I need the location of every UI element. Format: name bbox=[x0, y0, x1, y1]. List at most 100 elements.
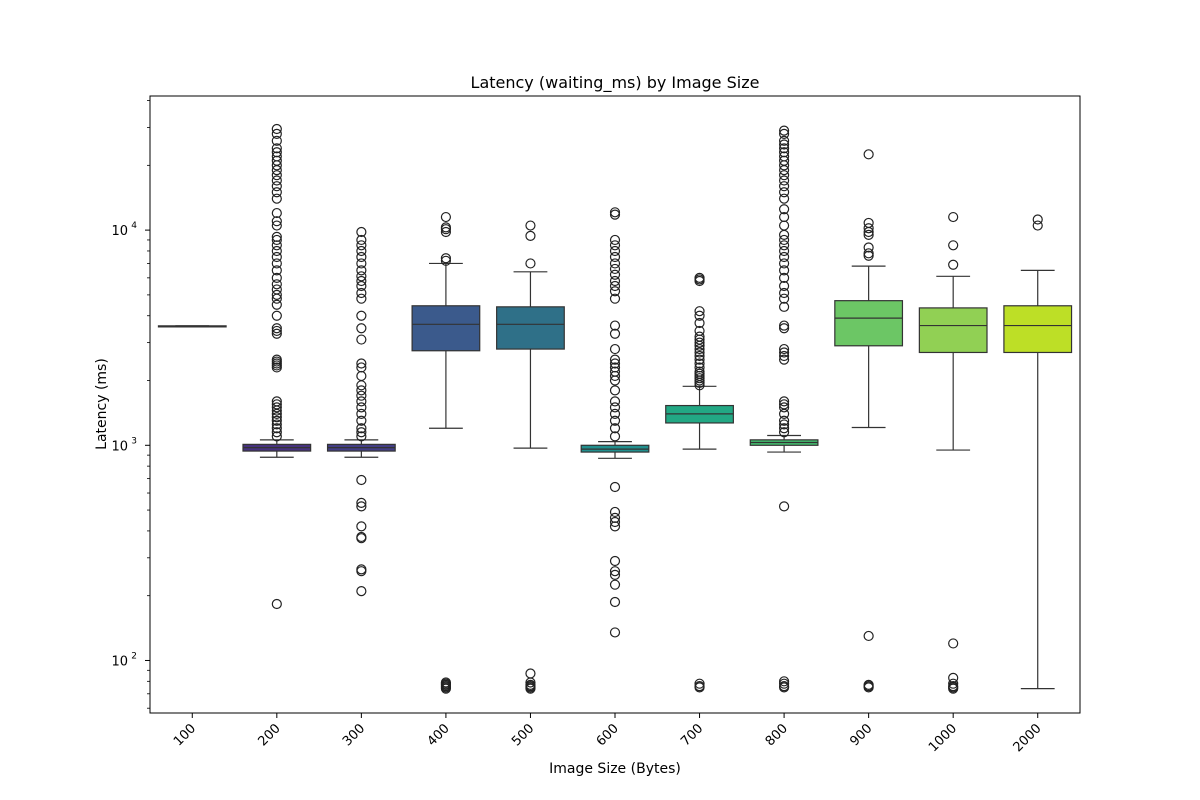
outlier-point bbox=[356, 271, 367, 282]
box-group-2000 bbox=[1003, 214, 1073, 690]
chart-title: Latency (waiting_ms) by Image Size bbox=[471, 73, 760, 93]
outlier-point bbox=[356, 521, 367, 532]
outlier-point bbox=[356, 415, 367, 426]
outlier-point bbox=[271, 231, 282, 242]
outlier-point bbox=[356, 358, 367, 369]
outlier-point bbox=[778, 681, 790, 692]
outlier-point bbox=[694, 681, 705, 692]
outlier-point bbox=[271, 135, 282, 146]
outlier-point bbox=[778, 147, 790, 158]
outlier-point bbox=[778, 251, 790, 263]
outlier-point bbox=[694, 358, 705, 369]
outlier-point bbox=[778, 323, 790, 334]
outlier-point bbox=[271, 187, 282, 198]
outlier-point bbox=[609, 251, 621, 263]
outlier-point bbox=[356, 287, 367, 299]
outlier-point bbox=[778, 245, 790, 257]
outlier-point bbox=[778, 125, 790, 136]
outlier-point bbox=[271, 272, 282, 283]
outlier-point bbox=[440, 253, 452, 264]
outlier-point bbox=[609, 415, 621, 426]
outlier-point bbox=[863, 679, 874, 690]
outlier-point bbox=[948, 672, 959, 683]
outlier-point bbox=[778, 193, 790, 204]
outlier-point bbox=[356, 240, 367, 251]
outlier-point bbox=[694, 678, 705, 689]
outlier-point bbox=[609, 362, 621, 373]
outlier-point bbox=[778, 280, 790, 292]
outlier-point bbox=[271, 402, 282, 413]
outlier-point bbox=[356, 234, 367, 246]
outlier-point bbox=[356, 334, 367, 345]
outlier-point bbox=[863, 630, 874, 642]
outlier-point bbox=[778, 396, 790, 407]
outlier-point bbox=[609, 343, 621, 355]
outlier-point bbox=[948, 240, 959, 251]
outlier-point bbox=[271, 423, 282, 434]
outlier-point bbox=[609, 245, 621, 257]
outlier-point bbox=[609, 354, 621, 365]
outlier-point bbox=[778, 399, 790, 410]
outlier-point bbox=[609, 566, 621, 577]
outlier-point bbox=[778, 211, 790, 223]
outlier-point bbox=[948, 211, 959, 223]
outlier-point bbox=[694, 337, 705, 348]
outlier-point bbox=[694, 272, 705, 283]
outlier-point bbox=[609, 396, 621, 407]
outlier-point bbox=[609, 286, 621, 297]
outlier-point bbox=[356, 310, 367, 321]
outlier-point bbox=[694, 310, 705, 321]
outlier-point bbox=[271, 258, 282, 269]
outlier-point bbox=[271, 216, 282, 227]
box-group-500 bbox=[496, 220, 565, 694]
outlier-point bbox=[271, 220, 282, 231]
outlier-point bbox=[356, 385, 367, 396]
outlier-point bbox=[440, 211, 452, 223]
outlier-point bbox=[778, 258, 790, 269]
outlier-point bbox=[271, 399, 282, 410]
box-group-800 bbox=[749, 125, 819, 693]
y-tick-label: 10 bbox=[111, 439, 128, 454]
box-group-200 bbox=[242, 123, 312, 610]
outlier-point bbox=[778, 139, 790, 150]
outlier-point bbox=[356, 501, 367, 512]
outlier-point bbox=[948, 681, 959, 692]
box-group-100 bbox=[157, 325, 227, 328]
outlier-point bbox=[609, 234, 621, 246]
outlier-point bbox=[778, 354, 790, 365]
y-tick-exponent: 2 bbox=[131, 651, 137, 661]
outlier-point bbox=[271, 427, 282, 438]
outlier-point bbox=[356, 275, 367, 287]
outlier-point bbox=[271, 415, 282, 426]
outlier-point bbox=[863, 248, 874, 259]
outlier-point bbox=[778, 170, 790, 181]
outlier-point bbox=[694, 325, 705, 337]
box-iqr bbox=[411, 305, 481, 352]
outlier-point bbox=[356, 226, 367, 238]
outlier-point bbox=[271, 143, 282, 154]
box-group-700 bbox=[665, 272, 734, 693]
plot-frame bbox=[149, 95, 1081, 714]
y-tick-label: 10 bbox=[111, 224, 128, 239]
outlier-point bbox=[778, 272, 790, 283]
outlier-point bbox=[609, 385, 621, 396]
outlier-point bbox=[778, 234, 790, 246]
y-tick-exponent: 3 bbox=[131, 436, 137, 446]
box-group-600 bbox=[580, 207, 650, 638]
outlier-point bbox=[863, 250, 874, 261]
outlier-point bbox=[778, 676, 790, 687]
outlier-point bbox=[778, 423, 790, 434]
outlier-point bbox=[271, 354, 282, 365]
outlier-point bbox=[694, 306, 705, 317]
outlier-point bbox=[609, 555, 621, 567]
outlier-point bbox=[525, 258, 536, 269]
outlier-point bbox=[609, 358, 621, 369]
outlier-point bbox=[356, 427, 367, 438]
outlier-point bbox=[694, 366, 705, 377]
outlier-point bbox=[609, 423, 621, 434]
outlier-point bbox=[356, 265, 367, 276]
box-group-300 bbox=[326, 226, 396, 597]
outlier-point bbox=[271, 299, 282, 310]
box-iqr bbox=[918, 307, 988, 354]
